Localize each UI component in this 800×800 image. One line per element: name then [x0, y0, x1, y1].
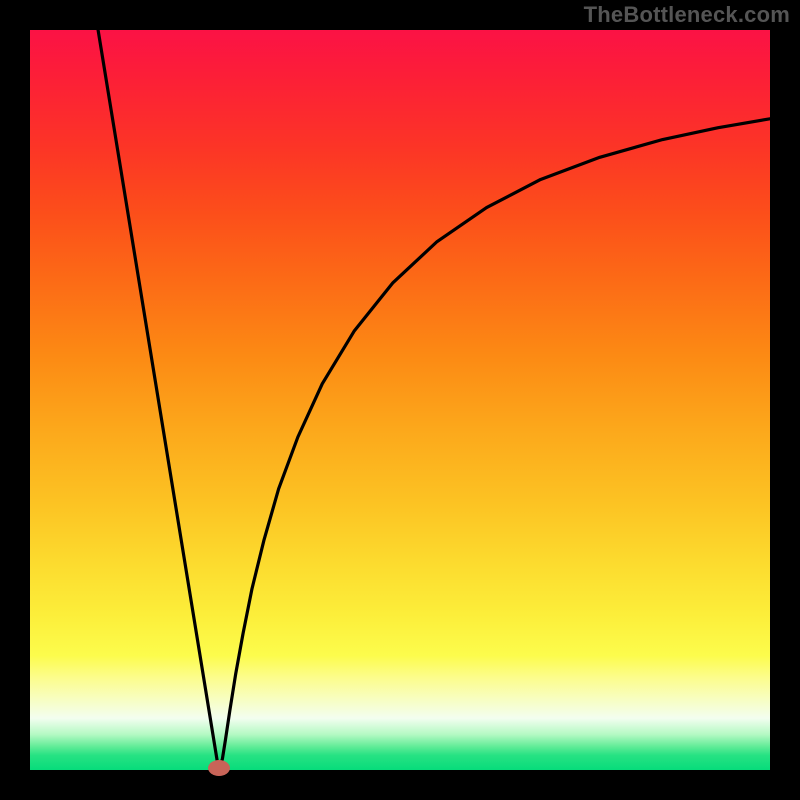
bottleneck-plot	[30, 30, 770, 770]
watermark-label: TheBottleneck.com	[584, 0, 790, 30]
curve-overlay	[30, 30, 770, 770]
optimum-marker	[208, 760, 230, 776]
